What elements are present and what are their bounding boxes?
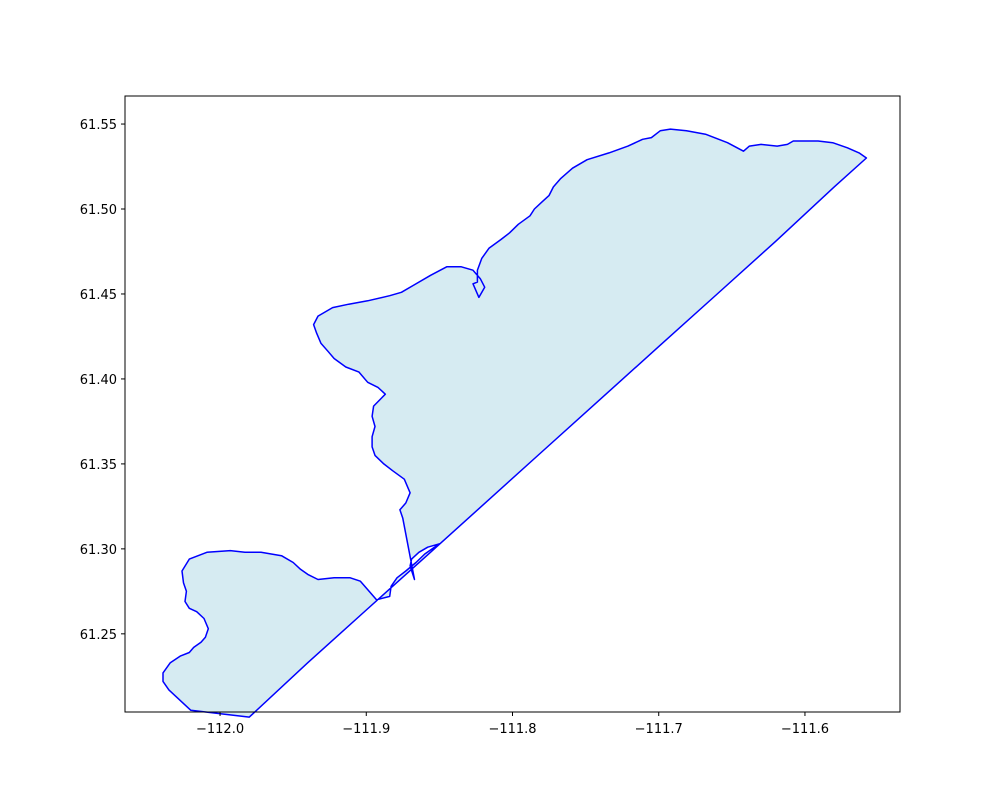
y-tick-label: 61.40	[80, 373, 117, 388]
y-tick-label: 61.30	[80, 543, 117, 558]
x-tick-label: −111.9	[342, 722, 390, 737]
y-tick-label: 61.45	[80, 288, 117, 303]
y-tick-label: 61.35	[80, 458, 117, 473]
plot-area	[162, 128, 868, 718]
x-tick-label: −111.6	[781, 722, 829, 737]
axes: −112.0 −111.9 −111.8 −111.7 −111.6 61.25 61.30…	[80, 118, 829, 737]
polygon-series-0	[162, 128, 868, 718]
y-tick-label: 61.50	[80, 203, 117, 218]
x-tick-label: −112.0	[196, 722, 244, 737]
y-tick-label: 61.25	[80, 628, 117, 643]
x-tick-label: −111.7	[635, 722, 683, 737]
axes-frame	[124, 95, 901, 713]
x-tick-label: −111.8	[488, 722, 536, 737]
y-tick-label: 61.55	[80, 118, 117, 133]
